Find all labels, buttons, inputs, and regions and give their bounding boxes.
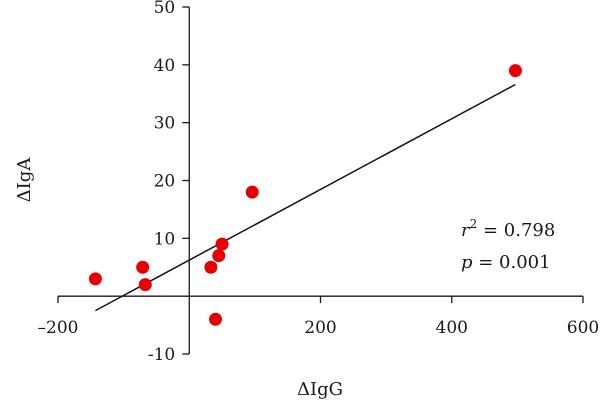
x-tick-label: –200 (38, 318, 79, 338)
data-point (245, 185, 259, 199)
data-point (88, 272, 102, 286)
data-point (212, 249, 226, 263)
p-value: = 0.001 (473, 252, 551, 273)
regression-line (95, 83, 516, 312)
x-axis-title: ΔIgG (297, 379, 343, 400)
r-squared-value: = 0.798 (477, 220, 555, 241)
data-point (136, 260, 150, 274)
data-point (508, 64, 522, 78)
r-squared-annotation: r2 = 0.798 (461, 217, 555, 241)
r-symbol: r (461, 220, 471, 241)
y-tick-label: 20 (154, 172, 176, 192)
y-tick-label: 50 (154, 0, 176, 18)
y-tick-label: 10 (154, 229, 176, 249)
p-value-annotation: p = 0.001 (461, 252, 551, 273)
y-axis-title: ΔIgA (14, 157, 35, 203)
y-tick-label: 30 (154, 114, 176, 134)
axes (57, 6, 584, 355)
y-tick-label: 40 (154, 56, 176, 76)
axis-labels: –200 200 400 600 -10 10 20 30 40 50 (38, 0, 600, 365)
y-tick-label: -10 (148, 345, 175, 365)
x-tick-label: 200 (304, 318, 336, 338)
data-point (209, 312, 222, 326)
p-symbol: p (461, 252, 473, 273)
x-tick-label: 400 (436, 318, 468, 338)
data-point (204, 260, 218, 274)
r-superscript: 2 (470, 217, 478, 231)
data-point (215, 237, 229, 251)
data-points (88, 64, 522, 326)
x-tick-label: 600 (567, 318, 599, 338)
regression-line-group (95, 83, 516, 312)
data-point (138, 278, 152, 292)
